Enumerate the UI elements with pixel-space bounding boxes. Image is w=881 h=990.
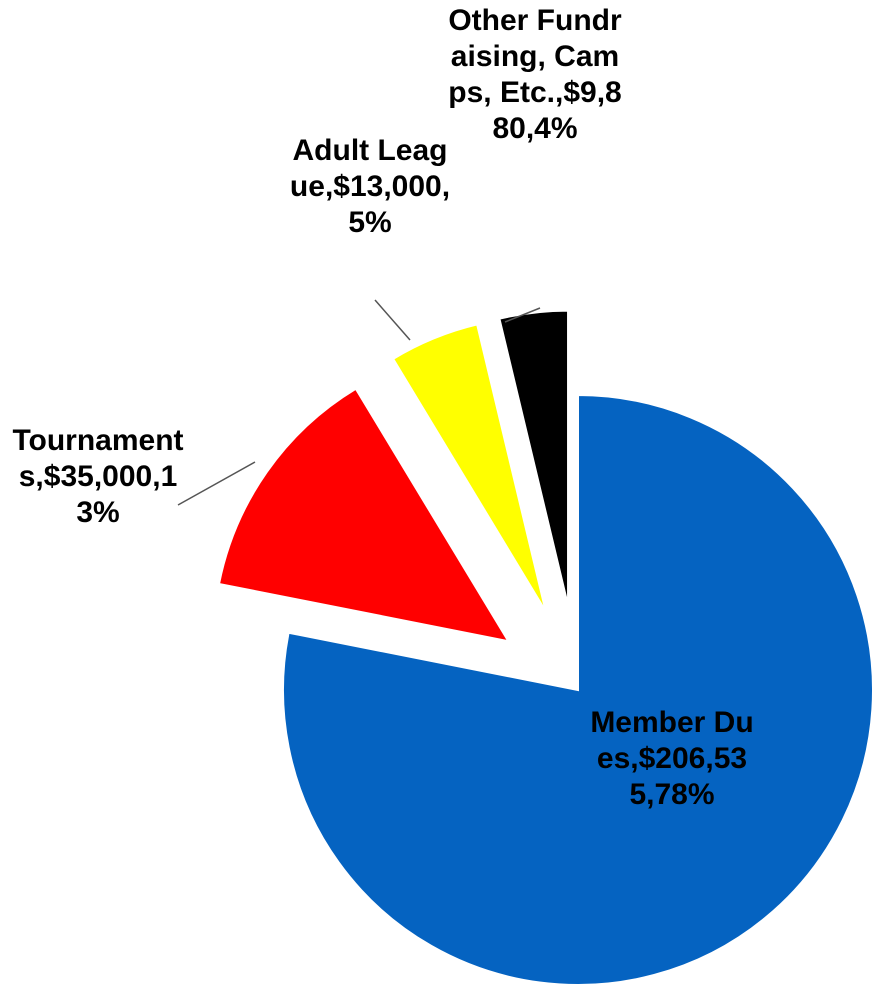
percentage-label: 13% (76, 460, 178, 529)
separator: , (525, 112, 535, 145)
percentage-label: 4% (534, 112, 578, 145)
data-label-text: Tournaments,$35,000,13% (8, 423, 188, 531)
pie-slice (282, 393, 874, 986)
pie-slice (498, 309, 570, 606)
value-label: $35,000 (43, 460, 153, 493)
pie-slice (391, 323, 547, 612)
data-label: Other Fundraising, Camps, Etc.,$9,880,4% (445, 3, 625, 147)
separator: , (630, 742, 639, 775)
value-label: $206,535 (629, 742, 748, 811)
leader-line (374, 299, 411, 341)
data-label: Member Dues,$206,535,78% (587, 705, 757, 813)
data-label-text: Other Fundraising, Camps, Etc.,$9,880,4% (445, 3, 625, 147)
separator: , (441, 170, 451, 203)
slices (217, 309, 874, 986)
data-label-text: Adult League,$13,000, 5% (285, 133, 455, 241)
value-label: $13,000 (333, 170, 442, 203)
pie-slice (217, 387, 511, 643)
category-label: Tournaments (12, 424, 184, 493)
separator: , (324, 170, 334, 203)
data-label: Adult League,$13,000, 5% (285, 133, 455, 241)
separator: , (35, 460, 44, 493)
data-label: Tournaments,$35,000,13% (8, 423, 188, 531)
category-label: Member Dues (590, 706, 754, 775)
labels: Member Dues,$206,535,78%Tournaments,$35,… (8, 3, 757, 813)
category-label: Adult League (289, 134, 448, 203)
separator: , (554, 76, 564, 109)
leader-line (504, 307, 541, 323)
percentage-label: 5% (348, 206, 392, 239)
value-label: $9,880 (492, 76, 622, 145)
data-label-text: Member Dues,$206,535,78% (587, 705, 757, 813)
separator: , (152, 460, 161, 493)
separator: , (646, 778, 655, 811)
percentage-label: 78% (654, 778, 715, 811)
category-label: Other Fundraising, Camps, Etc. (448, 4, 622, 109)
leader-line (177, 461, 256, 506)
